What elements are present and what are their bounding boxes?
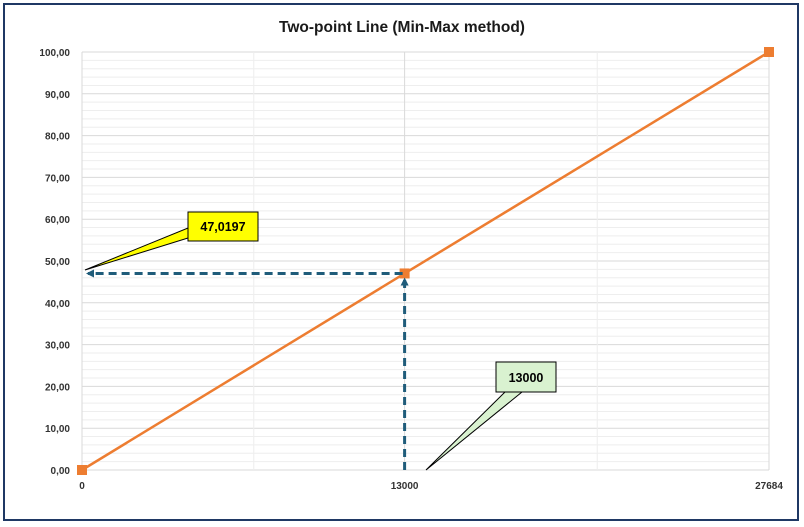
y-tick-label: 50,00 bbox=[45, 257, 70, 268]
y-tick-label: 0,00 bbox=[51, 466, 71, 477]
y-tick-label: 100,00 bbox=[39, 48, 70, 59]
y-tick-label: 70,00 bbox=[45, 173, 70, 184]
chart-frame bbox=[3, 3, 799, 521]
x-axis-ticks: 0 13000 27684 bbox=[79, 481, 783, 492]
y-tick-label: 10,00 bbox=[45, 424, 70, 435]
x-value-callout: 13000 bbox=[425, 361, 557, 471]
y-axis-ticks: 0,00 10,00 20,00 30,00 40,00 50,00 60,00 70,00 8… bbox=[39, 48, 70, 477]
chart-title: Two-point Line (Min-Max method) bbox=[279, 19, 525, 36]
data-point-marker bbox=[399, 268, 410, 279]
x-tick-label: 0 bbox=[79, 481, 85, 492]
y-value-callout: 47,0197 bbox=[84, 211, 259, 271]
x-tick-label: 27684 bbox=[755, 481, 783, 492]
y-value-callout-box bbox=[187, 211, 259, 242]
y-value-callout-label: 47,0197 bbox=[200, 220, 245, 234]
x-tick-label: 13000 bbox=[391, 481, 419, 492]
grid bbox=[81, 51, 770, 471]
y-tick-label: 90,00 bbox=[45, 90, 70, 101]
x-value-callout-label: 13000 bbox=[509, 371, 544, 385]
x-value-callout-box bbox=[495, 361, 557, 393]
y-tick-label: 30,00 bbox=[45, 341, 70, 352]
guide-lines bbox=[86, 269, 409, 470]
series-layer bbox=[77, 47, 774, 475]
y-value-callout-pointer bbox=[84, 227, 189, 271]
x-value-callout-pointer bbox=[425, 391, 524, 471]
data-point-marker bbox=[77, 465, 87, 475]
y-tick-label: 40,00 bbox=[45, 299, 70, 310]
y-tick-label: 60,00 bbox=[45, 215, 70, 226]
y-tick-label: 80,00 bbox=[45, 132, 70, 143]
data-point-marker bbox=[764, 47, 774, 57]
y-tick-label: 20,00 bbox=[45, 382, 70, 393]
